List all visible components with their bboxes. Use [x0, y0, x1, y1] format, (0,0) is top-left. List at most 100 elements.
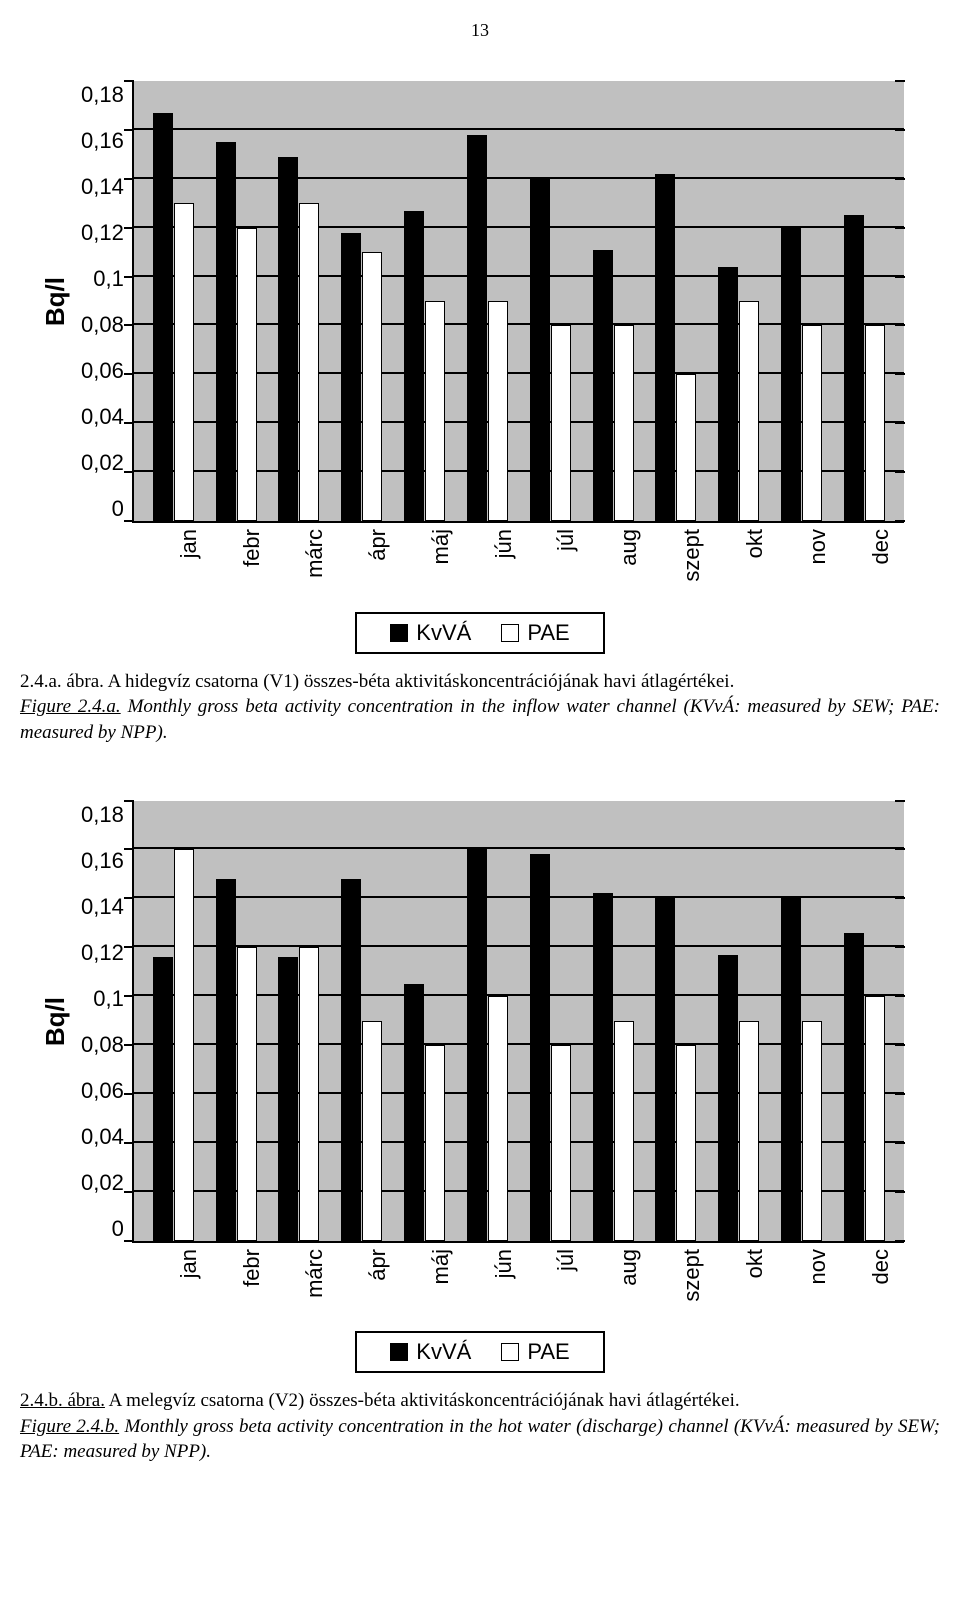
bar-pae	[362, 1021, 382, 1241]
y-tick-label: 0,16	[81, 848, 124, 874]
x-tick-label: máj	[428, 529, 454, 564]
x-tick-label: dec	[868, 1249, 894, 1284]
x-tick-label: okt	[742, 1249, 768, 1278]
x-tick-label: jan	[176, 1249, 202, 1278]
y-tick-label: 0,06	[81, 1078, 124, 1104]
bar-kvva	[467, 849, 487, 1240]
tick-mark	[124, 1093, 134, 1095]
caption-en-lead: Figure 2.4.a.	[20, 696, 121, 717]
tick-mark	[124, 178, 134, 180]
y-tick-label: 0,12	[81, 220, 124, 246]
bar-kvva	[404, 984, 424, 1241]
y-tick-label: 0,08	[81, 1032, 124, 1058]
y-tick-label: 0,12	[81, 940, 124, 966]
bar-group	[267, 801, 330, 1241]
bar-group	[393, 81, 456, 521]
bar-kvva	[593, 893, 613, 1240]
bar-group	[205, 81, 268, 521]
legend-swatch-dark	[390, 1343, 408, 1361]
tick-mark	[124, 800, 134, 802]
tick-mark	[124, 129, 134, 131]
x-tick-label: nov	[805, 529, 831, 564]
tick-mark	[124, 1142, 134, 1144]
legend: KvVÁ PAE	[355, 612, 605, 654]
y-tick-label: 0,14	[81, 894, 124, 920]
bar-kvva	[278, 157, 298, 521]
legend-item-kvva: KvVÁ	[390, 620, 471, 646]
x-tick-label: márc	[302, 529, 328, 578]
x-tick-labels: janfebrmárcáprmájjúnjúlaugszeptoktnovdec	[150, 1243, 920, 1307]
plot-area	[134, 801, 904, 1241]
y-tick-label: 0,04	[81, 1124, 124, 1150]
bar-pae	[362, 252, 382, 521]
bar-pae	[865, 325, 885, 521]
y-tick-label: 0	[81, 1216, 124, 1242]
bar-group	[267, 81, 330, 521]
x-tick-label: okt	[742, 529, 768, 558]
bars-row	[134, 81, 904, 521]
bar-group	[644, 801, 707, 1241]
tick-mark	[124, 276, 134, 278]
tick-mark	[124, 848, 134, 850]
plot-area	[134, 81, 904, 521]
bar-group	[707, 81, 770, 521]
bar-group	[770, 801, 833, 1241]
bar-pae	[425, 1045, 445, 1241]
x-tick-label: júl	[553, 529, 579, 551]
bar-group	[456, 801, 519, 1241]
legend-text: PAE	[527, 620, 569, 646]
x-tick-label: febr	[239, 529, 265, 567]
y-tick-label: 0,1	[81, 266, 124, 292]
bar-group	[833, 801, 896, 1241]
bar-kvva	[467, 135, 487, 521]
x-tick-label: jún	[491, 529, 517, 558]
bar-group	[519, 801, 582, 1241]
bar-group	[582, 81, 645, 521]
bar-pae	[174, 203, 194, 521]
tick-mark	[124, 1044, 134, 1046]
bar-kvva	[844, 215, 864, 521]
caption-hu: 2.4.a. ábra. A hidegvíz csatorna (V1) ös…	[20, 671, 734, 692]
bar-kvva	[718, 955, 738, 1241]
y-tick-label: 0	[81, 496, 124, 522]
caption-en-lead: Figure 2.4.b.	[20, 1416, 119, 1437]
x-tick-label: ápr	[365, 1249, 391, 1281]
tick-mark	[124, 373, 134, 375]
x-tick-label: aug	[616, 1249, 642, 1286]
bar-group	[205, 801, 268, 1241]
x-tick-label: jan	[176, 529, 202, 558]
x-tick-label: szept	[679, 529, 705, 582]
tick-mark	[124, 1240, 134, 1242]
y-tick-label: 0,14	[81, 174, 124, 200]
x-tick-label: máj	[428, 1249, 454, 1284]
tick-mark	[124, 324, 134, 326]
bar-group	[330, 801, 393, 1241]
bar-group	[456, 81, 519, 521]
bar-group	[833, 81, 896, 521]
bar-group	[582, 801, 645, 1241]
y-tick-label: 0,08	[81, 312, 124, 338]
bar-group	[142, 81, 205, 521]
bar-pae	[739, 301, 759, 521]
bar-kvva	[278, 957, 298, 1241]
bar-pae	[551, 1045, 571, 1241]
bar-group	[707, 801, 770, 1241]
x-tick-label: febr	[239, 1249, 265, 1287]
bar-group	[142, 801, 205, 1241]
bar-kvva	[216, 142, 236, 521]
page-number: 13	[20, 20, 940, 41]
x-tick-label: dec	[868, 529, 894, 564]
bar-pae	[676, 374, 696, 521]
x-tick-labels: janfebrmárcáprmájjúnjúlaugszeptoktnovdec	[150, 523, 920, 587]
y-tick-label: 0,02	[81, 1170, 124, 1196]
bar-pae	[739, 1021, 759, 1241]
caption-en-rest: Monthly gross beta activity concentratio…	[20, 696, 940, 743]
bar-pae	[614, 325, 634, 521]
y-tick-labels: 0,180,160,140,120,10,080,060,040,020	[81, 82, 132, 522]
legend-swatch-light	[501, 624, 519, 642]
y-axis-label: Bq/l	[40, 997, 71, 1046]
bar-group	[330, 81, 393, 521]
y-tick-label: 0,1	[81, 986, 124, 1012]
bar-kvva	[153, 113, 173, 521]
legend-item-pae: PAE	[501, 1339, 569, 1365]
